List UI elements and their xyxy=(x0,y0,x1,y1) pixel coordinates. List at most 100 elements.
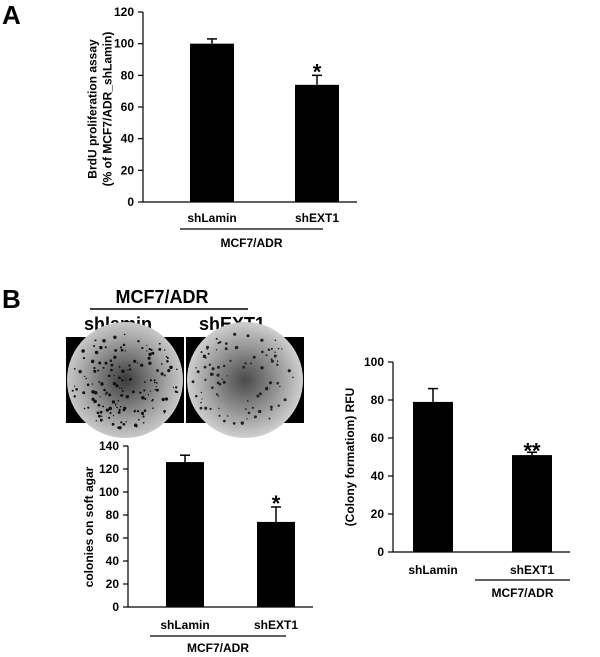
colony-dot xyxy=(218,407,220,410)
colony-dot xyxy=(172,386,175,389)
colony-dot xyxy=(218,395,220,397)
y-tick-label: 0 xyxy=(112,600,119,614)
y-tick-label: 40 xyxy=(106,554,120,568)
colony-dot xyxy=(98,380,101,383)
colony-dot xyxy=(281,348,283,350)
colony-dot xyxy=(274,339,277,342)
category-label: shLamin xyxy=(187,211,236,225)
colony-dot xyxy=(160,372,164,376)
colony-dot xyxy=(143,389,146,392)
colony-dot xyxy=(115,403,117,405)
colony-dot xyxy=(158,342,161,345)
colony-dot xyxy=(206,347,209,350)
colony-dot xyxy=(83,407,86,410)
panel-label-a: A xyxy=(2,0,21,30)
colony-dot xyxy=(226,375,228,377)
colony-dot xyxy=(133,359,137,363)
colony-dot xyxy=(163,409,166,413)
colony-dot xyxy=(148,347,151,351)
colony-dot xyxy=(268,349,271,351)
y-tick-label: 140 xyxy=(99,439,119,453)
colony-dot xyxy=(163,374,166,377)
category-label: shEXT1 xyxy=(510,563,554,577)
colony-dot xyxy=(174,390,177,393)
colony-dot xyxy=(176,368,178,371)
colony-dot xyxy=(118,426,122,430)
significance-marker: * xyxy=(313,59,322,84)
y-tick-label: 40 xyxy=(121,132,135,146)
colony-dot xyxy=(118,376,121,380)
colony-dot xyxy=(123,406,127,410)
colony-dot xyxy=(167,369,171,373)
colony-dot xyxy=(258,409,262,414)
colony-dot xyxy=(120,393,124,397)
colony-dot xyxy=(105,391,108,394)
colony-dot xyxy=(276,381,279,385)
colony-dot xyxy=(122,343,126,347)
colony-dot xyxy=(87,406,90,409)
colony-dot xyxy=(140,363,144,367)
colony-dot xyxy=(90,359,95,364)
colony-dot xyxy=(169,365,173,370)
group-label: MCF7/ADR xyxy=(492,586,554,600)
colony-dot xyxy=(75,387,78,391)
colony-dot xyxy=(108,406,113,411)
colony-dot xyxy=(292,376,294,379)
colony-dot xyxy=(246,334,250,338)
colony-dot xyxy=(215,393,219,396)
colony-dot xyxy=(270,358,273,361)
colony-dot xyxy=(140,411,145,415)
colony-dot xyxy=(114,348,118,352)
colony-dot xyxy=(123,333,126,336)
colony-dot xyxy=(73,395,76,398)
y-tick-label: 100 xyxy=(364,355,384,369)
colony-dot xyxy=(195,366,197,369)
colony-dot xyxy=(217,341,220,345)
colony-dot xyxy=(161,397,165,402)
colony-dot xyxy=(165,355,168,358)
colony-dot xyxy=(85,377,87,380)
colony-dot xyxy=(251,406,254,409)
colony-dot xyxy=(276,363,279,366)
y-axis-title: BrdU proliferation assay xyxy=(86,39,100,179)
colony-dot xyxy=(118,366,121,368)
colony-dot xyxy=(204,406,208,410)
colony-dot xyxy=(98,361,102,365)
chart-b2-rfu: 0 20 40 60 80 100 (Colony formatiom) RFU shLami… xyxy=(343,355,570,600)
colony-dot xyxy=(256,394,260,398)
colony-dot xyxy=(211,386,214,389)
group-label: MCF7/ADR xyxy=(221,236,283,250)
colony-dot xyxy=(116,406,118,409)
colony-dot xyxy=(104,346,107,349)
colony-dot xyxy=(166,356,169,359)
colony-dot xyxy=(93,369,97,373)
colony-dot xyxy=(97,403,101,407)
colony-dot xyxy=(100,415,103,417)
colony-dot xyxy=(200,401,202,404)
colony-dot xyxy=(142,422,145,424)
colony-dot xyxy=(84,375,86,378)
colony-dot xyxy=(277,347,280,350)
colony-dot xyxy=(134,409,136,411)
colony-dot xyxy=(113,355,117,359)
y-tick-label: 80 xyxy=(106,508,120,522)
colony-dot xyxy=(124,350,127,352)
y-tick-label: 80 xyxy=(121,68,135,82)
colony-dot xyxy=(265,354,268,357)
colony-dot xyxy=(149,379,153,382)
colony-dot xyxy=(136,426,138,428)
colony-dot xyxy=(232,422,236,425)
colony-dot xyxy=(141,346,144,350)
y-tick-label: 20 xyxy=(106,577,120,591)
colony-dot xyxy=(127,369,129,371)
bar-shext1 xyxy=(512,455,552,552)
colony-dot xyxy=(73,385,76,387)
colony-dot xyxy=(283,398,287,402)
colony-dot xyxy=(200,351,203,354)
colony-dot xyxy=(142,415,145,418)
colony-dot xyxy=(91,390,95,394)
colony-dot xyxy=(196,370,200,374)
colony-dot xyxy=(93,399,97,404)
colony-dot xyxy=(234,345,239,350)
colony-dot xyxy=(218,414,221,417)
